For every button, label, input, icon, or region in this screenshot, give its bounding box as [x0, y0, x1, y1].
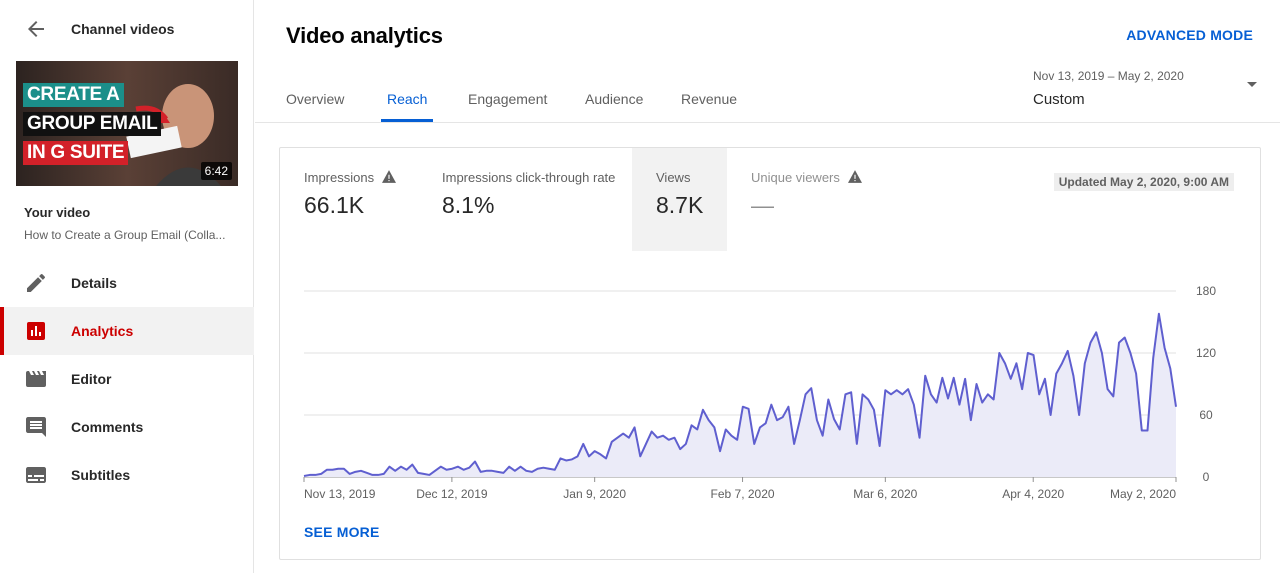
back-arrow-icon[interactable]	[24, 17, 48, 41]
tab-revenue[interactable]: Revenue	[681, 80, 737, 122]
see-more-link[interactable]: SEE MORE	[304, 524, 380, 540]
sidebar-item-label: Details	[71, 275, 117, 291]
pencil-icon	[27, 273, 46, 292]
channel-videos-link[interactable]: Channel videos	[71, 21, 175, 37]
advanced-mode-button[interactable]: ADVANCED MODE	[1126, 27, 1253, 43]
sidebar-item-comments[interactable]: Comments	[0, 403, 254, 451]
tab-audience[interactable]: Audience	[585, 80, 643, 122]
main-content: Video analytics ADVANCED MODE Overview R…	[255, 0, 1280, 573]
y-tick-label: 60	[1199, 408, 1213, 422]
sidebar-item-details[interactable]: Details	[0, 259, 254, 307]
metric-value: 66.1K	[304, 192, 365, 218]
your-video-label: Your video	[24, 205, 91, 220]
video-duration: 6:42	[200, 162, 232, 180]
tab-label: Overview	[286, 91, 345, 107]
tabs-divider	[255, 122, 1280, 123]
metric-label: Views	[656, 170, 691, 185]
sidebar-item-label: Editor	[71, 371, 112, 387]
sidebar-item-label: Analytics	[71, 323, 134, 339]
metric-label-text: Unique viewers	[751, 170, 840, 185]
sidebar: Channel videos CREATE A GROUP EMAIL IN G…	[0, 0, 254, 573]
metric-views[interactable]: Views 8.7K	[632, 148, 727, 251]
video-thumbnail[interactable]: CREATE A GROUP EMAIL IN G SUITE 6:42	[16, 61, 238, 186]
sidebar-item-subtitles[interactable]: Subtitles	[0, 451, 254, 499]
x-tick-label: May 2, 2020	[1110, 487, 1176, 501]
metric-value: 8.7K	[656, 192, 704, 218]
x-tick-label: Nov 13, 2019	[304, 487, 376, 501]
tab-label: Engagement	[468, 91, 548, 107]
views-line	[303, 312, 1177, 477]
sidebar-header: Channel videos	[0, 0, 254, 58]
thumbnail-text-line-1: CREATE A	[23, 83, 124, 107]
date-range-text: Nov 13, 2019 – May 2, 2020	[1033, 69, 1184, 83]
metric-label: Impressions click-through rate	[442, 170, 616, 185]
updated-badge: Updated May 2, 2020, 9:00 AM	[1053, 173, 1234, 191]
date-preset: Custom	[1033, 91, 1085, 108]
comment-icon	[26, 417, 46, 437]
tab-label: Audience	[585, 91, 644, 107]
tab-reach[interactable]: Reach	[380, 80, 435, 122]
tab-engagement[interactable]: Engagement	[468, 80, 547, 122]
tab-label: Reach	[387, 91, 428, 107]
x-tick-label: Feb 7, 2020	[711, 487, 775, 501]
sidebar-item-label: Subtitles	[71, 467, 131, 483]
tab-label: Revenue	[681, 91, 738, 107]
warning-icon[interactable]	[847, 170, 862, 183]
views-chart[interactable]: 180 120 60 0 Nov 13, 2019 Dec 12, 2019 Jan 9, …	[280, 278, 1260, 508]
subtitles-icon	[26, 467, 46, 483]
video-title: How to Create a Group Email (Colla...	[24, 228, 226, 242]
date-range-picker[interactable]: Nov 13, 2019 – May 2, 2020 Custom	[1033, 66, 1263, 116]
chevron-down-icon	[1247, 82, 1257, 87]
metric-label: Unique viewers	[751, 170, 862, 185]
tab-overview[interactable]: Overview	[286, 80, 344, 122]
thumbnail-text-line-3: IN G SUITE	[23, 141, 129, 165]
x-tick-label: Mar 6, 2020	[853, 487, 917, 501]
analytics-icon	[27, 322, 45, 340]
metric-unique-viewers[interactable]: Unique viewers —	[751, 148, 881, 251]
sidebar-item-analytics[interactable]: Analytics	[0, 307, 254, 355]
metric-ctr[interactable]: Impressions click-through rate 8.1%	[442, 148, 632, 251]
x-tick-label: Jan 9, 2020	[563, 487, 626, 501]
y-tick-label: 180	[1196, 284, 1216, 298]
thumbnail-text-line-2: GROUP EMAIL	[23, 112, 162, 136]
y-tick-label: 120	[1196, 346, 1216, 360]
clapperboard-icon	[26, 371, 46, 387]
warning-icon[interactable]	[382, 170, 397, 183]
metric-label: Impressions	[304, 170, 397, 185]
reach-card: Impressions 66.1K Impressions click-thro…	[279, 147, 1261, 560]
x-tick-label: Apr 4, 2020	[1002, 487, 1064, 501]
y-tick-label: 0	[1203, 470, 1210, 484]
page-title: Video analytics	[286, 23, 443, 48]
metric-value: 8.1%	[442, 192, 495, 218]
metric-label-text: Impressions	[304, 170, 375, 185]
metric-value: —	[751, 192, 774, 218]
views-area	[304, 313, 1176, 477]
metric-impressions[interactable]: Impressions 66.1K	[304, 148, 434, 251]
sidebar-item-label: Comments	[71, 419, 144, 435]
sidebar-item-editor[interactable]: Editor	[0, 355, 254, 403]
x-tick-label: Dec 12, 2019	[416, 487, 488, 501]
